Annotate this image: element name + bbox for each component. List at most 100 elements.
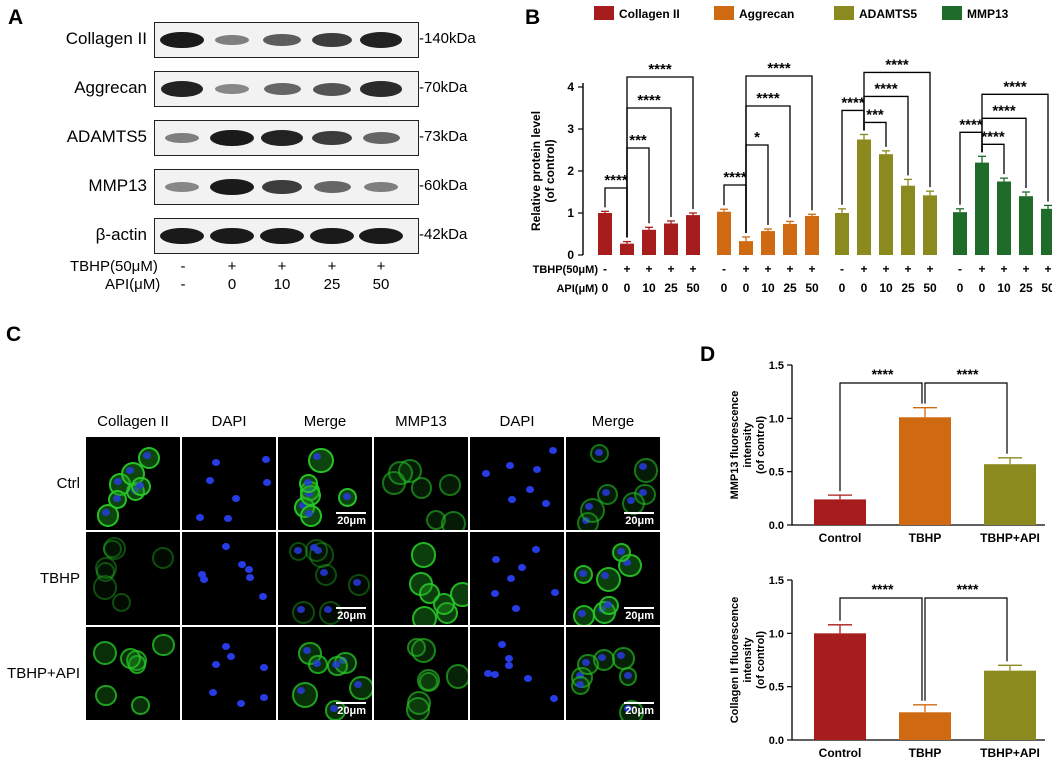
wb-tbhp-label: TBHP(50μM)	[70, 258, 158, 275]
significance-label: ****	[959, 116, 983, 133]
api-value: 25	[901, 281, 915, 295]
cell-nucleus	[198, 570, 207, 578]
cell-nucleus	[221, 643, 230, 651]
bar	[975, 162, 989, 255]
y-axis-label: (of control)	[755, 416, 767, 474]
scale-bar-label: 20μm	[337, 515, 366, 527]
legend-swatch	[594, 6, 614, 20]
cell-nucleus	[237, 699, 246, 707]
tbhp-value: +	[1022, 262, 1029, 276]
wb-band	[214, 84, 250, 94]
bar	[686, 215, 700, 255]
cell-cytoplasm	[151, 547, 174, 570]
bar	[620, 243, 634, 255]
panel-label-c: C	[6, 323, 22, 346]
wb-strip	[154, 71, 419, 107]
wb-band	[263, 83, 301, 95]
cell-cytoplasm	[619, 700, 645, 720]
fluor-image-cell	[374, 532, 468, 625]
cell-nucleus	[616, 652, 625, 660]
wb-protein-label: Collagen II	[65, 29, 147, 48]
panel-label-b: B	[525, 6, 541, 29]
y-tick-label: 0.0	[769, 520, 784, 532]
cell-cytoplasm	[440, 510, 467, 530]
wb-band	[160, 81, 204, 97]
significance-bracket	[745, 144, 769, 233]
significance-label: ****	[992, 102, 1016, 119]
significance-label: ****	[1003, 78, 1027, 95]
cell-nucleus	[238, 561, 247, 569]
cell-nucleus	[616, 548, 625, 556]
cell-nucleus	[331, 660, 340, 668]
wb-strip	[154, 169, 419, 205]
cell-nucleus	[623, 671, 632, 679]
fluor-image-cell	[86, 532, 180, 625]
significance-label: *	[754, 129, 760, 146]
legend-label: Collagen II	[619, 7, 680, 21]
scale-bar-label: 20μm	[337, 705, 366, 717]
y-axis-label: intensity	[742, 637, 754, 683]
bar	[1019, 196, 1033, 255]
cell-nucleus	[303, 646, 312, 654]
api-value: 10	[761, 281, 775, 295]
cell-nucleus	[309, 544, 318, 552]
bar	[642, 229, 656, 255]
cell-nucleus	[483, 669, 492, 677]
cell-nucleus	[506, 575, 515, 583]
scale-bar	[336, 702, 366, 704]
cell-nucleus	[595, 448, 604, 456]
y-axis-label: intensity	[742, 422, 754, 468]
scale-bar	[624, 512, 654, 514]
bar	[761, 231, 775, 255]
cell-nucleus	[531, 545, 540, 553]
tbhp-value: +	[1044, 262, 1051, 276]
legend-swatch	[834, 6, 854, 20]
cell-nucleus	[342, 493, 351, 501]
y-tick-label: 1	[567, 206, 574, 220]
collagen-fluorescence-chart: 0.0 0.5 1.0 1.5 Collagen II fluorescence inte…	[729, 575, 1045, 760]
wb-tbhp-value: +	[376, 258, 386, 275]
significance-label: ****	[723, 169, 747, 186]
cell-nucleus	[195, 513, 204, 521]
scale-bar-label: 20μm	[337, 610, 366, 622]
bar	[805, 215, 819, 255]
cell-nucleus	[260, 693, 269, 701]
y-tick-label: 1.5	[769, 575, 784, 587]
x-tick-label: Control	[819, 746, 862, 760]
tbhp-value: -	[603, 262, 607, 276]
api-value: 0	[743, 281, 750, 295]
wb-protein-label: Aggrecan	[74, 78, 147, 97]
cell-nucleus	[101, 509, 110, 517]
cell-nucleus	[260, 664, 269, 672]
tbhp-value: +	[808, 262, 815, 276]
bar	[814, 633, 866, 740]
fluor-image-cell	[86, 437, 180, 530]
significance-label: ***	[866, 106, 884, 123]
wb-api-value: 25	[323, 276, 341, 293]
bar	[899, 712, 951, 740]
significance-label: ****	[604, 172, 628, 189]
cell-cytoplasm	[595, 566, 621, 592]
wb-kda-label: -60kDa	[419, 177, 468, 194]
significance-bracket	[745, 75, 813, 233]
tbhp-value: +	[786, 262, 793, 276]
tbhp-value: -	[722, 262, 726, 276]
significance-bracket	[626, 76, 694, 238]
cell-cytoplasm	[130, 695, 150, 715]
api-value: 0	[979, 281, 986, 295]
cell-cytoplasm	[580, 498, 606, 524]
significance-label: ****	[981, 128, 1005, 145]
wb-band	[311, 130, 353, 146]
cell-cytoplasm	[152, 634, 175, 657]
cell-cytoplasm	[445, 663, 468, 689]
bar	[835, 213, 849, 255]
cell-cytoplasm	[433, 592, 456, 615]
y-tick-label: 1.5	[769, 360, 784, 372]
significance-bracket	[626, 147, 650, 238]
cell-cytoplasm	[93, 641, 118, 665]
wb-band	[359, 32, 403, 48]
cell-nucleus	[227, 653, 236, 661]
cell-nucleus	[299, 501, 308, 509]
y-axis-label: (of control)	[755, 631, 767, 689]
panel-label-d: D	[700, 343, 716, 366]
